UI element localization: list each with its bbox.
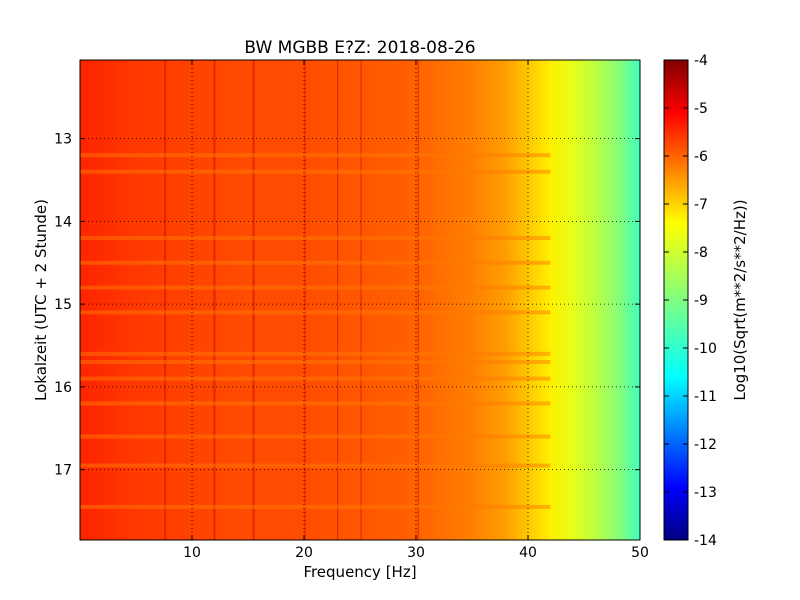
colorbar-label: Log10(Sqrt(m**2/s**2/Hz)) — [731, 199, 749, 400]
x-tick-label: 20 — [295, 545, 313, 561]
broadband-burst — [80, 235, 551, 240]
plot-area: 10 20 30 40 50 13 14 15 16 17 — [54, 59, 649, 561]
colorbar-tick-label: -9 — [694, 293, 708, 309]
colorbar-ticks: -4 -5 -6 -7 -8 -9 -10 -11 -12 -13 -14 — [664, 53, 717, 549]
y-tick-label: 14 — [54, 214, 72, 230]
colorbar-tick-label: -6 — [694, 149, 708, 165]
grid — [80, 60, 640, 540]
colorbar-tick-label: -8 — [694, 245, 708, 261]
x-tick-label: 50 — [631, 545, 649, 561]
colorbar-tick-label: -4 — [694, 53, 708, 69]
colorbar-tick-label: -10 — [694, 341, 717, 357]
spectrogram-background — [80, 60, 640, 540]
colorbar-tick-label: -11 — [694, 389, 717, 405]
colorbar-tick-label: -5 — [694, 101, 708, 117]
broadband-burst — [80, 504, 551, 509]
broadband-burst — [80, 153, 551, 158]
broadband-burst — [80, 401, 551, 406]
colorbar-tick-label: -7 — [694, 197, 708, 213]
y-axis-label: Lokalzeit (UTC + 2 Stunde) — [32, 199, 50, 401]
broadband-burst — [80, 463, 551, 468]
broadband-burst — [80, 260, 551, 265]
y-tick-label: 17 — [54, 463, 72, 479]
colorbar-tick-label: -14 — [694, 533, 717, 549]
broadband-burst — [80, 285, 551, 290]
broadband-burst — [80, 351, 551, 356]
broadband-bursts — [80, 153, 551, 509]
y-tick-label: 16 — [54, 380, 72, 396]
colorbar: -4 -5 -6 -7 -8 -9 -10 -11 -12 -13 -14 Log10(Sqrt(m… — [663, 53, 749, 549]
x-axis-label: Frequency [Hz] — [303, 563, 416, 581]
colorbar-tick-label: -12 — [694, 437, 717, 453]
y-tick-label: 15 — [54, 297, 72, 313]
plot-frame — [79, 59, 641, 541]
x-tick-label: 40 — [519, 545, 537, 561]
broadband-burst — [80, 360, 551, 365]
y-axis: 13 14 15 16 17 — [54, 132, 640, 479]
x-tick-label: 10 — [183, 545, 201, 561]
x-tick-label: 30 — [407, 545, 425, 561]
x-axis: 10 20 30 40 50 — [183, 60, 649, 561]
broadband-burst — [80, 434, 551, 439]
chart-title: BW MGBB E?Z: 2018-08-26 — [244, 38, 475, 58]
broadband-burst — [80, 376, 551, 381]
broadband-burst — [80, 310, 551, 315]
colorbar-tick-label: -13 — [694, 485, 717, 501]
spectral-lines — [164, 60, 419, 540]
y-tick-label: 13 — [54, 132, 72, 148]
broadband-burst — [80, 169, 551, 174]
